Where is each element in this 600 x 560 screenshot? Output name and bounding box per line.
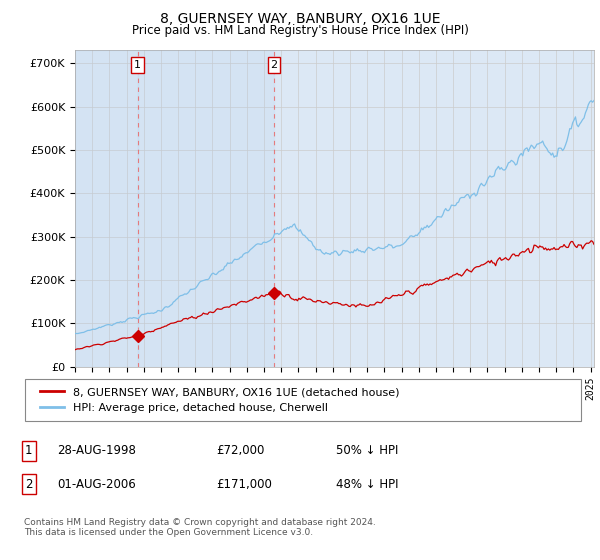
Text: 48% ↓ HPI: 48% ↓ HPI: [336, 478, 398, 491]
Text: 28-AUG-1998: 28-AUG-1998: [57, 444, 136, 458]
Text: Price paid vs. HM Land Registry's House Price Index (HPI): Price paid vs. HM Land Registry's House …: [131, 24, 469, 37]
Text: Contains HM Land Registry data © Crown copyright and database right 2024.
This d: Contains HM Land Registry data © Crown c…: [24, 518, 376, 538]
Text: 8, GUERNSEY WAY, BANBURY, OX16 1UE: 8, GUERNSEY WAY, BANBURY, OX16 1UE: [160, 12, 440, 26]
Text: £171,000: £171,000: [216, 478, 272, 491]
FancyBboxPatch shape: [25, 379, 581, 421]
Bar: [75, 50, 138, 367]
Text: 2: 2: [25, 478, 32, 491]
Text: 1: 1: [25, 444, 32, 458]
Text: £72,000: £72,000: [216, 444, 265, 458]
Text: 50% ↓ HPI: 50% ↓ HPI: [336, 444, 398, 458]
Text: 1: 1: [134, 60, 141, 70]
Bar: [138, 50, 274, 367]
Text: 2: 2: [271, 60, 278, 70]
Text: 01-AUG-2006: 01-AUG-2006: [57, 478, 136, 491]
Legend: 8, GUERNSEY WAY, BANBURY, OX16 1UE (detached house), HPI: Average price, detache: 8, GUERNSEY WAY, BANBURY, OX16 1UE (deta…: [35, 382, 404, 417]
